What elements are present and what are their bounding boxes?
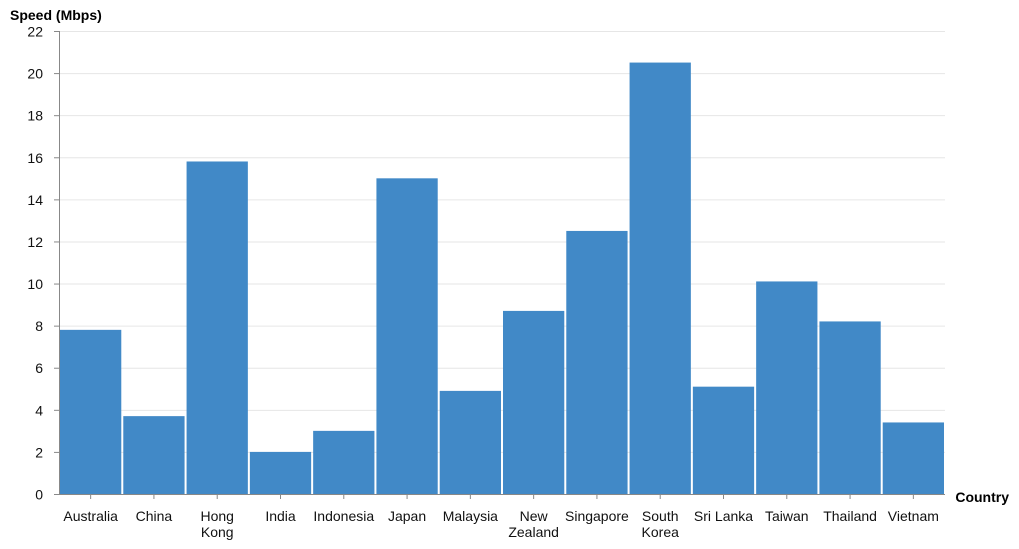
x-tick-label-line: Zealand	[508, 524, 559, 540]
y-tick-label: 18	[27, 108, 43, 124]
x-tick-label: New Zealand	[508, 508, 559, 540]
x-tick-label: Vietnam	[888, 508, 939, 524]
x-tick-label: Hong Kong	[200, 508, 233, 540]
y-axis-title: Speed (Mbps)	[10, 7, 102, 23]
x-tick-label: Malaysia	[443, 508, 498, 524]
x-tick-label: Indonesia	[313, 508, 374, 524]
bar-new-zealand	[503, 310, 565, 494]
x-tick-label: Japan	[388, 508, 426, 524]
bar-layer	[60, 62, 944, 495]
y-tick-label: 2	[35, 444, 43, 460]
x-tick-label: Australia	[63, 508, 118, 524]
y-tick-label: 10	[27, 276, 43, 292]
x-tick-label-line: Korea	[642, 524, 680, 540]
bar-taiwan	[756, 281, 818, 494]
x-tick-label-line: Malaysia	[443, 508, 498, 524]
y-tick-label: 0	[35, 487, 43, 503]
bar-australia	[60, 329, 122, 494]
x-tick-label-line: Sri Lanka	[694, 508, 753, 524]
y-tick-label: 4	[35, 402, 43, 418]
x-tick-label: China	[136, 508, 173, 524]
x-tick-label-line: Taiwan	[765, 508, 809, 524]
y-tick-label: 20	[27, 66, 43, 82]
x-tick-label: Thailand	[823, 508, 877, 524]
x-tick-label-line: New	[520, 508, 549, 524]
axis-layer: 0 2 4 6 8 10 12 14 16 18 20 22 Australia China Hong Kon…	[27, 24, 945, 540]
x-tick-label: Sri Lanka	[694, 508, 753, 524]
bar-hong-kong	[186, 161, 248, 494]
x-tick-label-line: India	[265, 508, 296, 524]
bar-indonesia	[313, 430, 375, 494]
y-tick-label: 6	[35, 360, 43, 376]
bar-japan	[376, 178, 438, 494]
x-tick-label-line: Australia	[63, 508, 118, 524]
x-tick-label-line: Hong	[200, 508, 233, 524]
y-tick-label: 14	[27, 192, 43, 208]
y-tick-label: 16	[27, 150, 43, 166]
x-tick-label-line: Japan	[388, 508, 426, 524]
x-tick-label-line: Singapore	[565, 508, 629, 524]
bar-sri-lanka	[692, 386, 755, 494]
x-tick-label: Singapore	[565, 508, 629, 524]
x-tick-label-line: Indonesia	[313, 508, 374, 524]
x-tick-label-line: South	[642, 508, 679, 524]
bar-thailand	[819, 321, 881, 494]
bar-india	[249, 451, 312, 494]
x-tick-label: Taiwan	[765, 508, 809, 524]
bar-china	[123, 416, 185, 494]
bar-south-korea	[629, 62, 691, 495]
bar-malaysia	[439, 390, 501, 494]
x-tick-label-line: China	[136, 508, 173, 524]
bar-singapore	[566, 230, 628, 494]
y-tick-label: 22	[27, 24, 43, 40]
x-axis-title: Country	[955, 489, 1009, 505]
x-tick-label-line: Vietnam	[888, 508, 939, 524]
y-tick-label: 12	[27, 234, 43, 250]
y-tick-label: 8	[35, 318, 43, 334]
x-tick-label-line: Thailand	[823, 508, 877, 524]
x-tick-label: South Korea	[642, 508, 680, 540]
bar-vietnam	[882, 422, 944, 494]
x-tick-label: India	[265, 508, 296, 524]
x-tick-label-line: Kong	[201, 524, 234, 540]
